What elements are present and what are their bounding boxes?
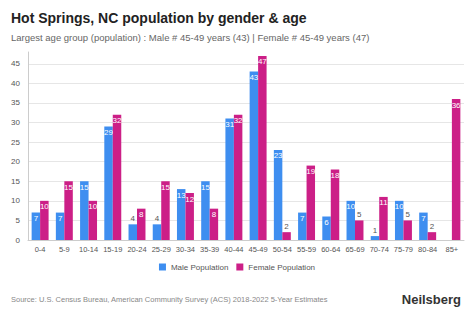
svg-text:7: 7 [300,214,305,223]
svg-text:60-64: 60-64 [321,245,340,254]
svg-text:10: 10 [40,202,49,211]
svg-text:15: 15 [64,183,73,192]
svg-text:35-39: 35-39 [200,245,219,254]
svg-text:20-24: 20-24 [127,245,146,254]
svg-text:1: 1 [373,226,378,235]
svg-text:10: 10 [88,202,97,211]
svg-text:13: 13 [176,190,186,200]
svg-text:40: 40 [11,79,20,88]
svg-text:5: 5 [16,216,21,225]
svg-text:19: 19 [306,167,315,176]
svg-text:75-79: 75-79 [394,245,413,254]
svg-text:5: 5 [357,210,362,219]
svg-text:Hot Springs, NC population by: Hot Springs, NC population by gender & a… [11,10,307,26]
svg-text:5-9: 5-9 [59,245,70,254]
svg-text:12: 12 [185,195,194,204]
svg-text:15: 15 [161,183,170,192]
svg-text:36: 36 [452,101,461,110]
svg-text:29: 29 [104,128,113,137]
svg-text:Source: U.S. Census Bureau, Am: Source: U.S. Census Bureau, American Com… [11,295,328,304]
svg-text:30: 30 [11,118,20,127]
svg-text:4: 4 [131,214,136,223]
svg-text:25: 25 [11,138,20,147]
svg-text:31: 31 [225,120,235,130]
svg-text:47: 47 [258,57,267,66]
svg-text:10-14: 10-14 [79,245,98,254]
svg-text:Female Population: Female Population [248,263,315,272]
svg-text:32: 32 [234,116,243,125]
svg-text:80-84: 80-84 [418,245,437,254]
svg-text:32: 32 [113,116,122,125]
svg-text:Largest age group (population): Largest age group (population) : Male # … [11,32,369,43]
svg-text:23: 23 [274,151,283,160]
svg-text:70-74: 70-74 [370,245,389,254]
svg-text:10: 10 [11,196,20,205]
svg-text:15: 15 [80,183,89,192]
svg-text:15: 15 [11,177,20,186]
svg-text:0-4: 0-4 [35,245,46,254]
svg-text:5: 5 [405,210,410,219]
svg-text:7: 7 [421,214,426,223]
svg-text:10: 10 [395,202,404,211]
svg-text:15: 15 [201,183,210,192]
svg-text:2: 2 [284,222,289,231]
svg-text:8: 8 [212,210,217,219]
svg-text:65-69: 65-69 [345,245,364,254]
svg-text:11: 11 [379,198,388,207]
svg-text:4: 4 [155,214,160,223]
svg-text:45: 45 [11,59,20,68]
svg-text:55-59: 55-59 [297,245,316,254]
svg-text:7: 7 [34,214,39,223]
svg-text:6: 6 [324,218,329,227]
svg-text:45-49: 45-49 [249,245,268,254]
svg-text:35: 35 [11,98,20,107]
svg-text:10: 10 [346,202,355,211]
svg-text:40-44: 40-44 [224,245,243,254]
svg-text:7: 7 [58,214,63,223]
svg-text:2: 2 [430,222,435,231]
svg-text:Neilsberg: Neilsberg [402,292,461,307]
svg-text:43: 43 [249,73,258,82]
svg-text:Male Population: Male Population [171,263,228,272]
svg-text:50-54: 50-54 [273,245,292,254]
svg-text:15-19: 15-19 [103,245,122,254]
svg-text:25-29: 25-29 [152,245,171,254]
svg-text:30-34: 30-34 [176,245,195,254]
svg-text:18: 18 [331,171,340,180]
svg-text:8: 8 [139,210,144,219]
svg-text:20: 20 [11,157,20,166]
svg-text:0: 0 [16,236,21,245]
svg-text:85+: 85+ [446,245,459,254]
